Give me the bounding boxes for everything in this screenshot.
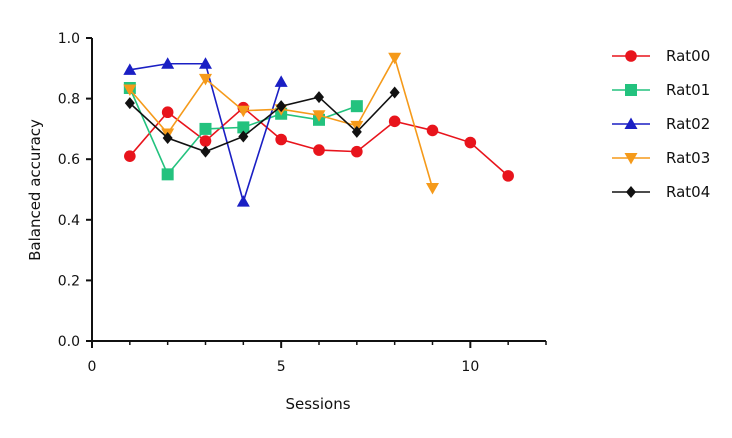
data-point-rat00	[388, 115, 401, 128]
data-point-rat02	[274, 75, 288, 87]
data-point-rat00	[161, 106, 174, 119]
data-point-rat01	[161, 168, 174, 181]
legend-marker-rat02	[624, 117, 638, 129]
y-tick-label: 0.2	[58, 273, 80, 289]
data-point-rat03	[123, 84, 137, 97]
legend-label-rat00: Rat00	[666, 47, 710, 65]
data-point-rat00	[426, 124, 439, 137]
y-tick-label: 0.0	[58, 334, 80, 350]
data-point-rat03	[199, 73, 212, 86]
y-tick-label: 0.6	[58, 152, 80, 168]
legend-item-rat04: Rat04	[612, 183, 710, 201]
data-point-rat01	[350, 100, 363, 113]
data-point-rat04	[351, 125, 362, 138]
x-axis-title: Sessions	[285, 395, 350, 413]
data-point-rat00	[351, 145, 363, 158]
data-point-rat00	[502, 170, 514, 182]
data-point-rat04	[238, 130, 249, 143]
data-point-rat00	[464, 136, 477, 149]
legend-marker-rat00	[625, 50, 637, 62]
data-point-rat00	[275, 133, 287, 146]
data-point-rat00	[199, 135, 212, 147]
legend-label-rat02: Rat02	[666, 115, 710, 133]
legend-label-rat04: Rat04	[666, 183, 710, 201]
legend-item-rat03: Rat03	[612, 149, 710, 167]
legend-item-rat02: Rat02	[612, 115, 710, 133]
data-point-rat01	[237, 121, 250, 134]
data-point-rat01	[199, 122, 212, 135]
data-point-rat04	[314, 91, 324, 104]
data-point-rat02	[236, 195, 250, 207]
axes: 0.0 0.2 0.4 0.6 0.8 1.0 0 5 10	[58, 31, 547, 375]
legend-marker-rat04	[626, 186, 636, 198]
legend-marker-rat03	[624, 153, 638, 165]
data-point-rat04	[124, 97, 135, 110]
data-point-rat04	[389, 86, 400, 99]
series-layer	[123, 52, 514, 207]
legend-label-rat03: Rat03	[666, 149, 710, 167]
y-tick-label: 0.4	[58, 213, 80, 229]
data-point-rat03	[388, 52, 402, 65]
data-point-rat04	[162, 131, 173, 144]
series-rat04	[124, 86, 400, 158]
legend-item-rat01: Rat01	[612, 81, 710, 99]
series-rat02	[123, 57, 288, 207]
data-point-rat02	[199, 57, 212, 69]
data-point-rat02	[161, 57, 175, 69]
y-axis-title: Balanced accuracy	[26, 119, 44, 261]
data-point-rat03	[312, 110, 326, 122]
data-point-rat02	[123, 63, 137, 75]
x-tick-label: 5	[277, 359, 286, 375]
data-point-rat00	[313, 144, 325, 156]
legend-marker-rat01	[625, 84, 637, 96]
data-point-rat03	[426, 182, 439, 195]
series-line-rat04	[129, 91, 396, 153]
data-point-rat04	[200, 145, 211, 158]
x-tick-label: 0	[88, 359, 97, 375]
legend-item-rat00: Rat00	[612, 47, 710, 65]
legend: Rat00 Rat01 Rat02 Rat03 Rat04	[612, 47, 710, 201]
data-point-rat04	[276, 100, 287, 113]
y-tick-label: 0.8	[58, 92, 80, 108]
legend-label-rat01: Rat01	[666, 81, 710, 99]
data-point-rat03	[236, 105, 250, 118]
y-tick-label: 1.0	[58, 31, 80, 47]
data-point-rat00	[124, 150, 136, 162]
x-tick-label: 10	[461, 359, 479, 375]
